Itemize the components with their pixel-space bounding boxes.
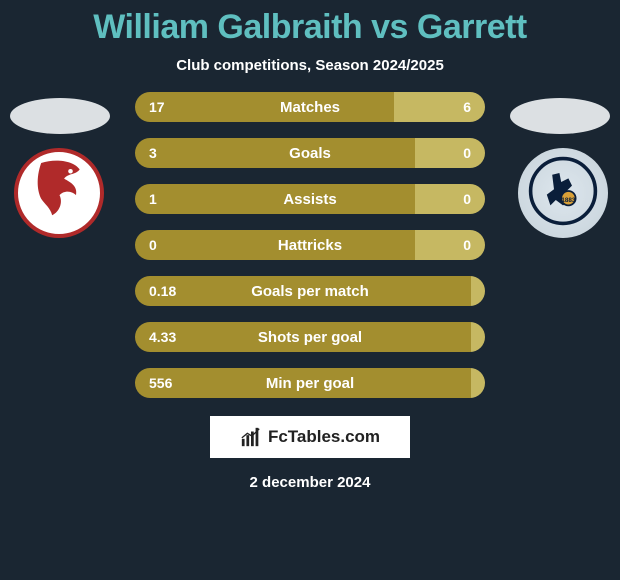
stat-right-value (471, 368, 485, 398)
stat-right-value: 0 (415, 184, 485, 214)
stat-right-value: 6 (394, 92, 485, 122)
stat-right-value: 0 (415, 138, 485, 168)
team-crest-left (14, 148, 104, 238)
stat-left-value: 556 (135, 368, 471, 398)
stat-right-value: 0 (415, 230, 485, 260)
pirate-crest-icon: 1883 (527, 155, 599, 232)
subtitle: Club competitions, Season 2024/2025 (0, 57, 620, 74)
stat-left-value: 0 (135, 230, 415, 260)
stat-left-value: 0.18 (135, 276, 471, 306)
stat-right-value (471, 322, 485, 352)
stat-left-value: 3 (135, 138, 415, 168)
left-shadow-oval (10, 98, 110, 134)
stat-left-value: 4.33 (135, 322, 471, 352)
stat-left-value: 1 (135, 184, 415, 214)
generated-date: 2 december 2024 (0, 474, 620, 491)
dragon-crest-icon (32, 158, 87, 228)
stat-row: 556Min per goal (135, 368, 485, 398)
fctables-logo-icon (240, 426, 262, 448)
right-shadow-oval (510, 98, 610, 134)
comparison-content: 1883 176Matches 30Goals 10Assists 00Hattric… (0, 92, 620, 398)
stat-right-value (471, 276, 485, 306)
stat-left-value: 17 (135, 92, 394, 122)
stat-row: 176Matches (135, 92, 485, 122)
fctables-label: FcTables.com (268, 427, 380, 447)
stat-row: 0.18Goals per match (135, 276, 485, 306)
stat-bars: 176Matches 30Goals 10Assists 00Hattricks 0.1… (135, 92, 485, 398)
svg-text:1883: 1883 (561, 196, 576, 203)
fctables-badge: FcTables.com (210, 416, 410, 458)
stat-row: 00Hattricks (135, 230, 485, 260)
stat-row: 30Goals (135, 138, 485, 168)
stat-row: 4.33Shots per goal (135, 322, 485, 352)
team-crest-right: 1883 (518, 148, 608, 238)
page-title: William Galbraith vs Garrett (0, 0, 620, 47)
stat-row: 10Assists (135, 184, 485, 214)
